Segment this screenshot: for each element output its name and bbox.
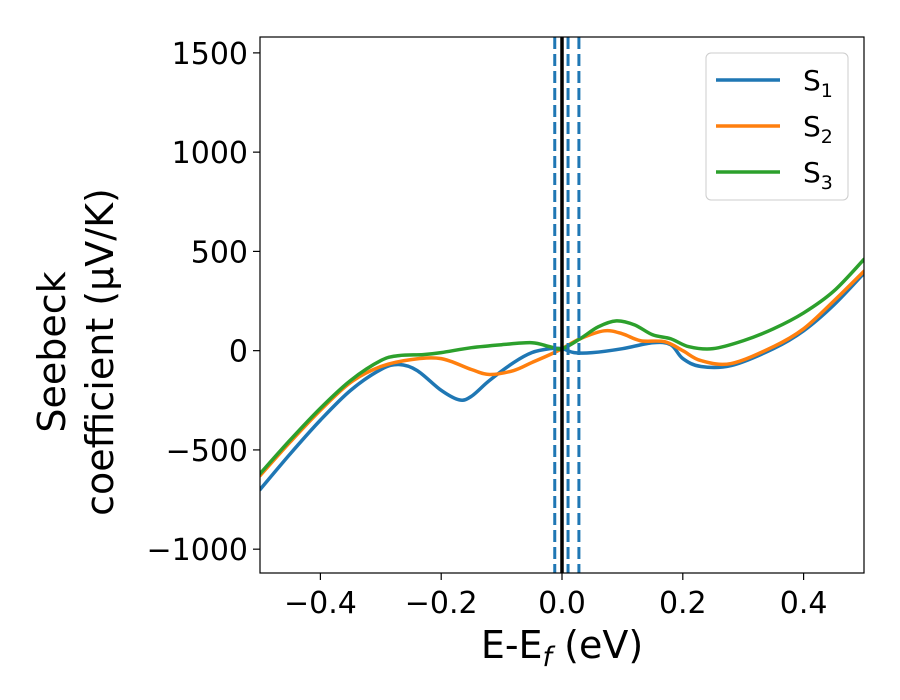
x-axis-ticks: −0.4 −0.2 0.0 0.2 0.4 bbox=[284, 573, 827, 621]
x-tick-label: 0.0 bbox=[538, 586, 586, 621]
y-tick-label: 1500 bbox=[172, 37, 248, 72]
x-tick-label: −0.4 bbox=[284, 586, 357, 621]
vline-layer bbox=[553, 37, 581, 573]
legend-label-s2: S2 bbox=[803, 110, 833, 148]
y-tick-label: −500 bbox=[166, 434, 248, 469]
legend-label-s3: S3 bbox=[803, 156, 833, 194]
x-axis-label-unit: (eV) bbox=[552, 623, 643, 667]
y-tick-label: 1000 bbox=[172, 136, 248, 171]
y-axis-ticks: −1000 −500 0 500 1000 1500 bbox=[147, 37, 260, 568]
x-tick-label: 0.4 bbox=[780, 586, 828, 621]
x-axis-label-main: E-E bbox=[481, 623, 543, 667]
x-axis-label: E-Ef (eV) bbox=[481, 623, 643, 673]
y-tick-label: 0 bbox=[229, 335, 248, 370]
y-tick-label: 500 bbox=[191, 235, 248, 270]
y-axis-label-line2: coefficient (μV/K) bbox=[78, 188, 122, 516]
series-line-s1 bbox=[260, 271, 864, 492]
y-tick-label: −1000 bbox=[147, 533, 248, 568]
y-axis-label-line1: Seebeck bbox=[30, 271, 74, 432]
x-tick-label: 0.2 bbox=[659, 586, 707, 621]
series-line-s3 bbox=[260, 257, 864, 476]
legend: S1 S2 S3 bbox=[705, 52, 849, 201]
x-tick-label: −0.2 bbox=[405, 586, 478, 621]
legend-label-s1: S1 bbox=[803, 64, 833, 102]
